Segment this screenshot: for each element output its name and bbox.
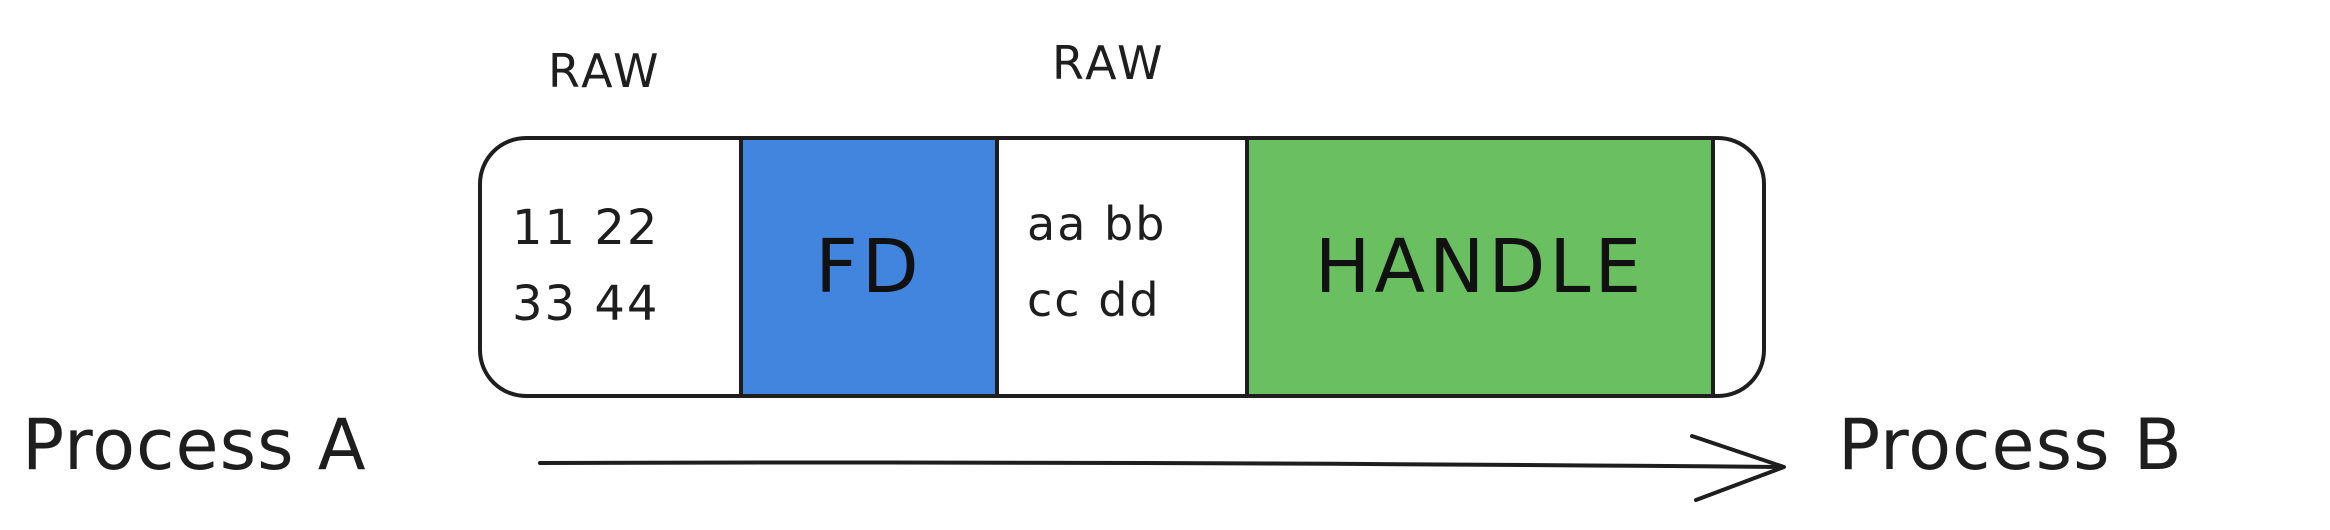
raw-bytes-segment-1: 11 22 33 44 [482,140,739,394]
arrow-head-icon [1690,434,1786,502]
raw-bytes-segment-2: aa bb cc dd [999,140,1245,394]
raw-bytes-line: aa bb [1027,197,1167,251]
destination-process-label: Process B [1838,404,2183,486]
source-process-label: Process A [22,404,367,486]
raw-bytes-line: 11 22 [512,200,660,256]
raw-header-1: RAW [548,44,662,98]
fd-segment: FD [739,140,999,394]
message-buffer: 11 22 33 44 FD aa bb cc dd HANDLE [478,136,1766,398]
raw-header-2: RAW [1052,36,1166,90]
raw-bytes-line: cc dd [1027,273,1161,327]
fd-label: FD [815,224,923,310]
handle-segment: HANDLE [1245,140,1715,394]
handle-label: HANDLE [1314,224,1646,310]
raw-bytes-line: 33 44 [512,276,660,332]
arrow-shaft [538,460,1784,469]
